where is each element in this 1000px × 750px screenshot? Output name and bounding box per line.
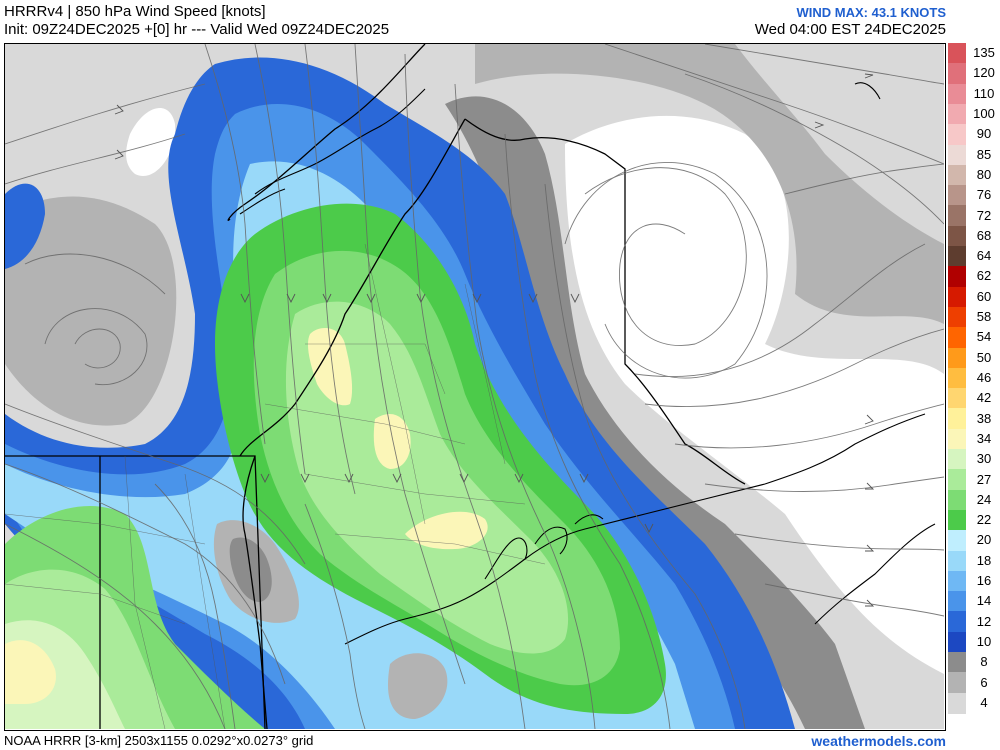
valid-local-time: Wed 04:00 EST 24DEC2025	[754, 21, 946, 38]
colorbar-swatch	[948, 550, 966, 572]
colorbar-swatch	[948, 611, 966, 633]
county-lines	[5, 243, 546, 729]
colorbar-label: 120	[973, 65, 995, 81]
colorbar-label: 24	[976, 491, 992, 507]
colorbar-swatch	[948, 347, 966, 369]
yellow-spot-south	[405, 511, 488, 550]
colorbar-swatch	[948, 489, 966, 511]
brand-link[interactable]: weathermodels.com	[811, 733, 946, 749]
gray-dark-east	[445, 96, 865, 729]
colorbar-swatch	[948, 570, 966, 592]
streamline-arrows	[114, 73, 875, 607]
colorbar-label: 60	[976, 288, 992, 304]
colorbar-swatch	[948, 631, 966, 653]
colorbar-swatch	[948, 449, 966, 471]
colorbar-label: 50	[976, 349, 992, 365]
colorbar-swatch	[948, 225, 966, 247]
wind-speed-map	[5, 44, 944, 729]
colorbar-swatch	[948, 286, 966, 308]
colorbar-swatch	[948, 672, 966, 694]
colorbar-swatch	[948, 185, 966, 207]
colorbar-swatch	[948, 205, 966, 227]
calm-region-east	[565, 115, 944, 675]
colorbar-swatch	[948, 103, 966, 125]
wind-max-label: WIND MAX: 43.1 KNOTS	[796, 5, 946, 20]
colorbar-label: 8	[980, 654, 988, 670]
wind-streamlines	[5, 44, 944, 729]
colorbar-swatch	[948, 266, 966, 288]
colorbar-swatch	[948, 509, 966, 531]
colorbar-label: 68	[976, 227, 992, 243]
colorbar-swatch	[948, 124, 966, 146]
gray-mid-east	[475, 44, 944, 324]
colorbar-label: 12	[976, 613, 992, 629]
colorbar-swatch	[948, 83, 966, 105]
colorbar-label: 38	[976, 410, 992, 426]
colorbar-label: 85	[976, 146, 992, 162]
colorbar-swatch	[948, 530, 966, 552]
init-valid-line: Init: 09Z24DEC2025 +[0] hr --- Valid Wed…	[4, 21, 390, 38]
yellow-spot-center	[373, 414, 411, 469]
colorbar-swatch	[948, 144, 966, 166]
colorbar-label: 64	[976, 248, 992, 264]
colorbar-label: 100	[973, 106, 995, 122]
colorbar-swatch	[948, 63, 966, 85]
calm-region-north	[126, 107, 176, 176]
colorbar-label: 22	[976, 512, 992, 528]
gray-mid-west	[5, 196, 177, 426]
colorbar-swatch	[948, 43, 966, 64]
yellow-spot-west	[5, 640, 56, 704]
colorbar-label: 54	[976, 329, 992, 345]
colorbar-swatch	[948, 652, 966, 674]
colorbar-label: 16	[976, 573, 992, 589]
colorbar-swatch	[948, 306, 966, 328]
colorbar-label: 34	[976, 430, 992, 446]
colorbar-label: 62	[976, 268, 992, 284]
colorbar-label: 30	[976, 451, 992, 467]
colorbar-label: 58	[976, 309, 992, 325]
colorbar-swatch	[948, 428, 966, 450]
colorbar-legend: 135 120 110 100 90 85 80 76 72 68 64 62 60 58 54 50 46 42…	[948, 43, 1000, 714]
colorbar-label: 72	[976, 207, 992, 223]
colorbar-label: 18	[976, 552, 992, 568]
colorbar-label: 10	[976, 633, 992, 649]
colorbar-label: 27	[976, 471, 992, 487]
colorbar-label: 90	[976, 126, 992, 142]
map-panel	[4, 43, 946, 731]
colorbar-swatch	[948, 408, 966, 430]
colorbar-label: 14	[976, 593, 992, 609]
colorbar-swatch	[948, 246, 966, 268]
colorbar-swatch	[948, 164, 966, 186]
model-info: NOAA HRRR [3-km] 2503x1155 0.0292°x0.027…	[4, 733, 314, 748]
colorbar-label: 42	[976, 390, 992, 406]
colorbar-swatch	[948, 591, 966, 613]
yellow-spot-north	[307, 328, 353, 406]
colorbar-swatch	[948, 692, 966, 714]
blue-stripe-northwest	[5, 183, 45, 269]
colorbar-label: 76	[976, 187, 992, 203]
colorbar-label: 110	[973, 85, 995, 101]
colorbar-label: 135	[973, 45, 995, 61]
colorbar-swatch	[948, 367, 966, 389]
map-title: HRRRv4 | 850 hPa Wind Speed [knots]	[4, 3, 266, 20]
colorbar-label: 4	[980, 694, 988, 710]
colorbar-label: 80	[976, 166, 992, 182]
colorbar-swatch	[948, 388, 966, 410]
green-band-light	[285, 301, 569, 654]
colorbar-swatch	[948, 327, 966, 349]
gray-island-south	[387, 653, 448, 719]
colorbar-swatch	[948, 469, 966, 491]
colorbar-label: 20	[976, 532, 992, 548]
colorbar-label: 46	[976, 370, 992, 385]
colorbar-label: 6	[980, 674, 988, 690]
